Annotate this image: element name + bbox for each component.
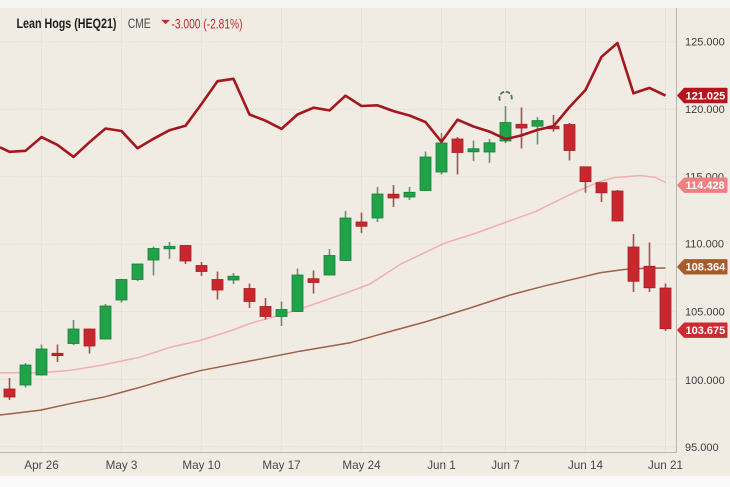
svg-text:95.000: 95.000 (685, 442, 719, 454)
svg-text:110.000: 110.000 (685, 238, 724, 250)
svg-text:Jun 7: Jun 7 (491, 459, 520, 472)
svg-text:May 3: May 3 (106, 459, 138, 472)
svg-text:Jun 14: Jun 14 (568, 459, 604, 472)
svg-text:121.025: 121.025 (686, 90, 726, 102)
svg-text:May 17: May 17 (262, 459, 300, 472)
svg-text:105.000: 105.000 (685, 307, 725, 319)
svg-text:120.000: 120.000 (685, 104, 725, 116)
svg-text:100.000: 100.000 (685, 375, 725, 387)
svg-text:CME: CME (128, 16, 151, 31)
svg-text:Jun 21: Jun 21 (648, 459, 683, 472)
svg-text:Apr 26: Apr 26 (24, 459, 58, 472)
svg-text:-3.000 (-2.81%): -3.000 (-2.81%) (172, 16, 243, 31)
svg-text:May 10: May 10 (182, 459, 221, 472)
svg-text:May 24: May 24 (342, 459, 381, 472)
svg-text:108.364: 108.364 (686, 262, 727, 274)
svg-text:103.675: 103.675 (686, 325, 726, 337)
svg-text:125.000: 125.000 (685, 37, 725, 49)
svg-text:114.428: 114.428 (686, 180, 725, 192)
svg-text:Lean Hogs (HEQ21): Lean Hogs (HEQ21) (17, 16, 117, 31)
svg-text:Jun 1: Jun 1 (427, 459, 456, 472)
